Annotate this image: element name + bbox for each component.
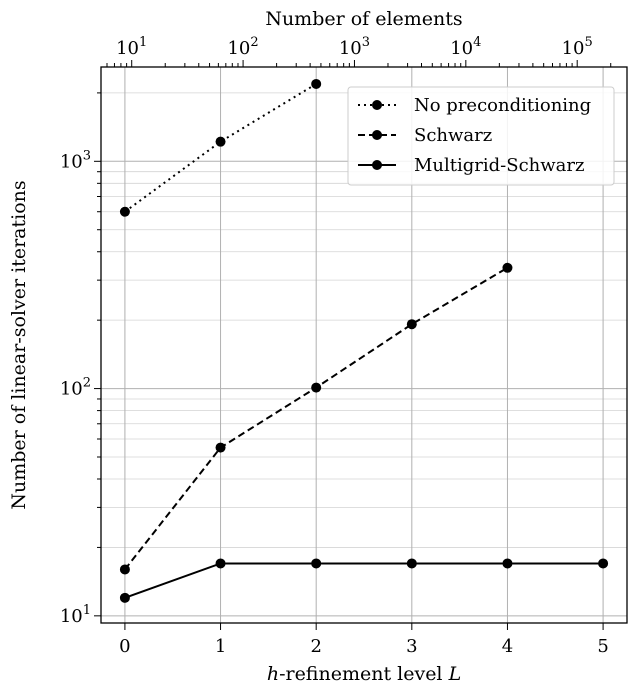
plot-frame bbox=[100, 66, 628, 624]
y-tick-label: 101 bbox=[60, 603, 91, 627]
data-point bbox=[215, 442, 226, 453]
top-tick-label: 103 bbox=[339, 35, 370, 59]
data-point bbox=[215, 136, 226, 147]
legend-swatch-marker bbox=[372, 100, 382, 110]
legend-label: Multigrid-Schwarz bbox=[414, 155, 585, 176]
data-point bbox=[215, 558, 226, 569]
data-point bbox=[406, 558, 417, 569]
x-tick-label: 3 bbox=[406, 636, 417, 657]
data-point bbox=[119, 564, 130, 575]
x-axis-label-text: -refinement level bbox=[279, 663, 449, 685]
data-point bbox=[598, 558, 609, 569]
x-tick-label: 2 bbox=[310, 636, 321, 657]
series-schwarz bbox=[119, 262, 513, 575]
top-tick-label: 102 bbox=[227, 35, 258, 59]
data-point bbox=[119, 592, 130, 603]
legend-swatch-marker bbox=[372, 160, 382, 170]
top-tick-label: 105 bbox=[562, 35, 593, 59]
x-axis-label-var: L bbox=[448, 663, 462, 685]
data-point bbox=[406, 319, 417, 330]
x-axis-label-h: h bbox=[267, 663, 279, 685]
y-tick-label: 103 bbox=[60, 148, 91, 172]
top-axis-label: Number of elements bbox=[265, 8, 462, 30]
x-tick-label: 4 bbox=[502, 636, 513, 657]
axes: 101 102 103 0 1 2 3 4 5 101 102 103 104 105 bbox=[60, 35, 612, 657]
series-no-preconditioning bbox=[119, 78, 322, 217]
legend-label: No preconditioning bbox=[414, 95, 591, 116]
legend-box bbox=[347, 86, 615, 186]
x-tick-label: 5 bbox=[597, 636, 608, 657]
series-multigrid-schwarz bbox=[119, 558, 609, 603]
y-axis-label: Number of linear-solver iterations bbox=[8, 180, 30, 509]
series-line bbox=[124, 562, 604, 599]
data-point bbox=[311, 78, 322, 89]
legend-swatch-marker bbox=[372, 130, 382, 140]
x-axis-label: h-refinement level L bbox=[267, 663, 461, 685]
legend: No preconditioning Schwarz Multigrid-Schwa… bbox=[347, 86, 615, 186]
data-point bbox=[502, 558, 513, 569]
y-tick-label: 102 bbox=[60, 376, 91, 400]
x-tick-label: 1 bbox=[215, 636, 226, 657]
data-point bbox=[502, 262, 513, 273]
data-series bbox=[119, 78, 609, 603]
data-point bbox=[311, 382, 322, 393]
legend-label: Schwarz bbox=[414, 125, 492, 146]
top-tick-label: 101 bbox=[116, 35, 147, 59]
data-point bbox=[311, 558, 322, 569]
top-tick-label: 104 bbox=[450, 35, 481, 59]
data-point bbox=[119, 206, 130, 217]
x-tick-label: 0 bbox=[119, 636, 130, 657]
series-line bbox=[124, 83, 317, 213]
